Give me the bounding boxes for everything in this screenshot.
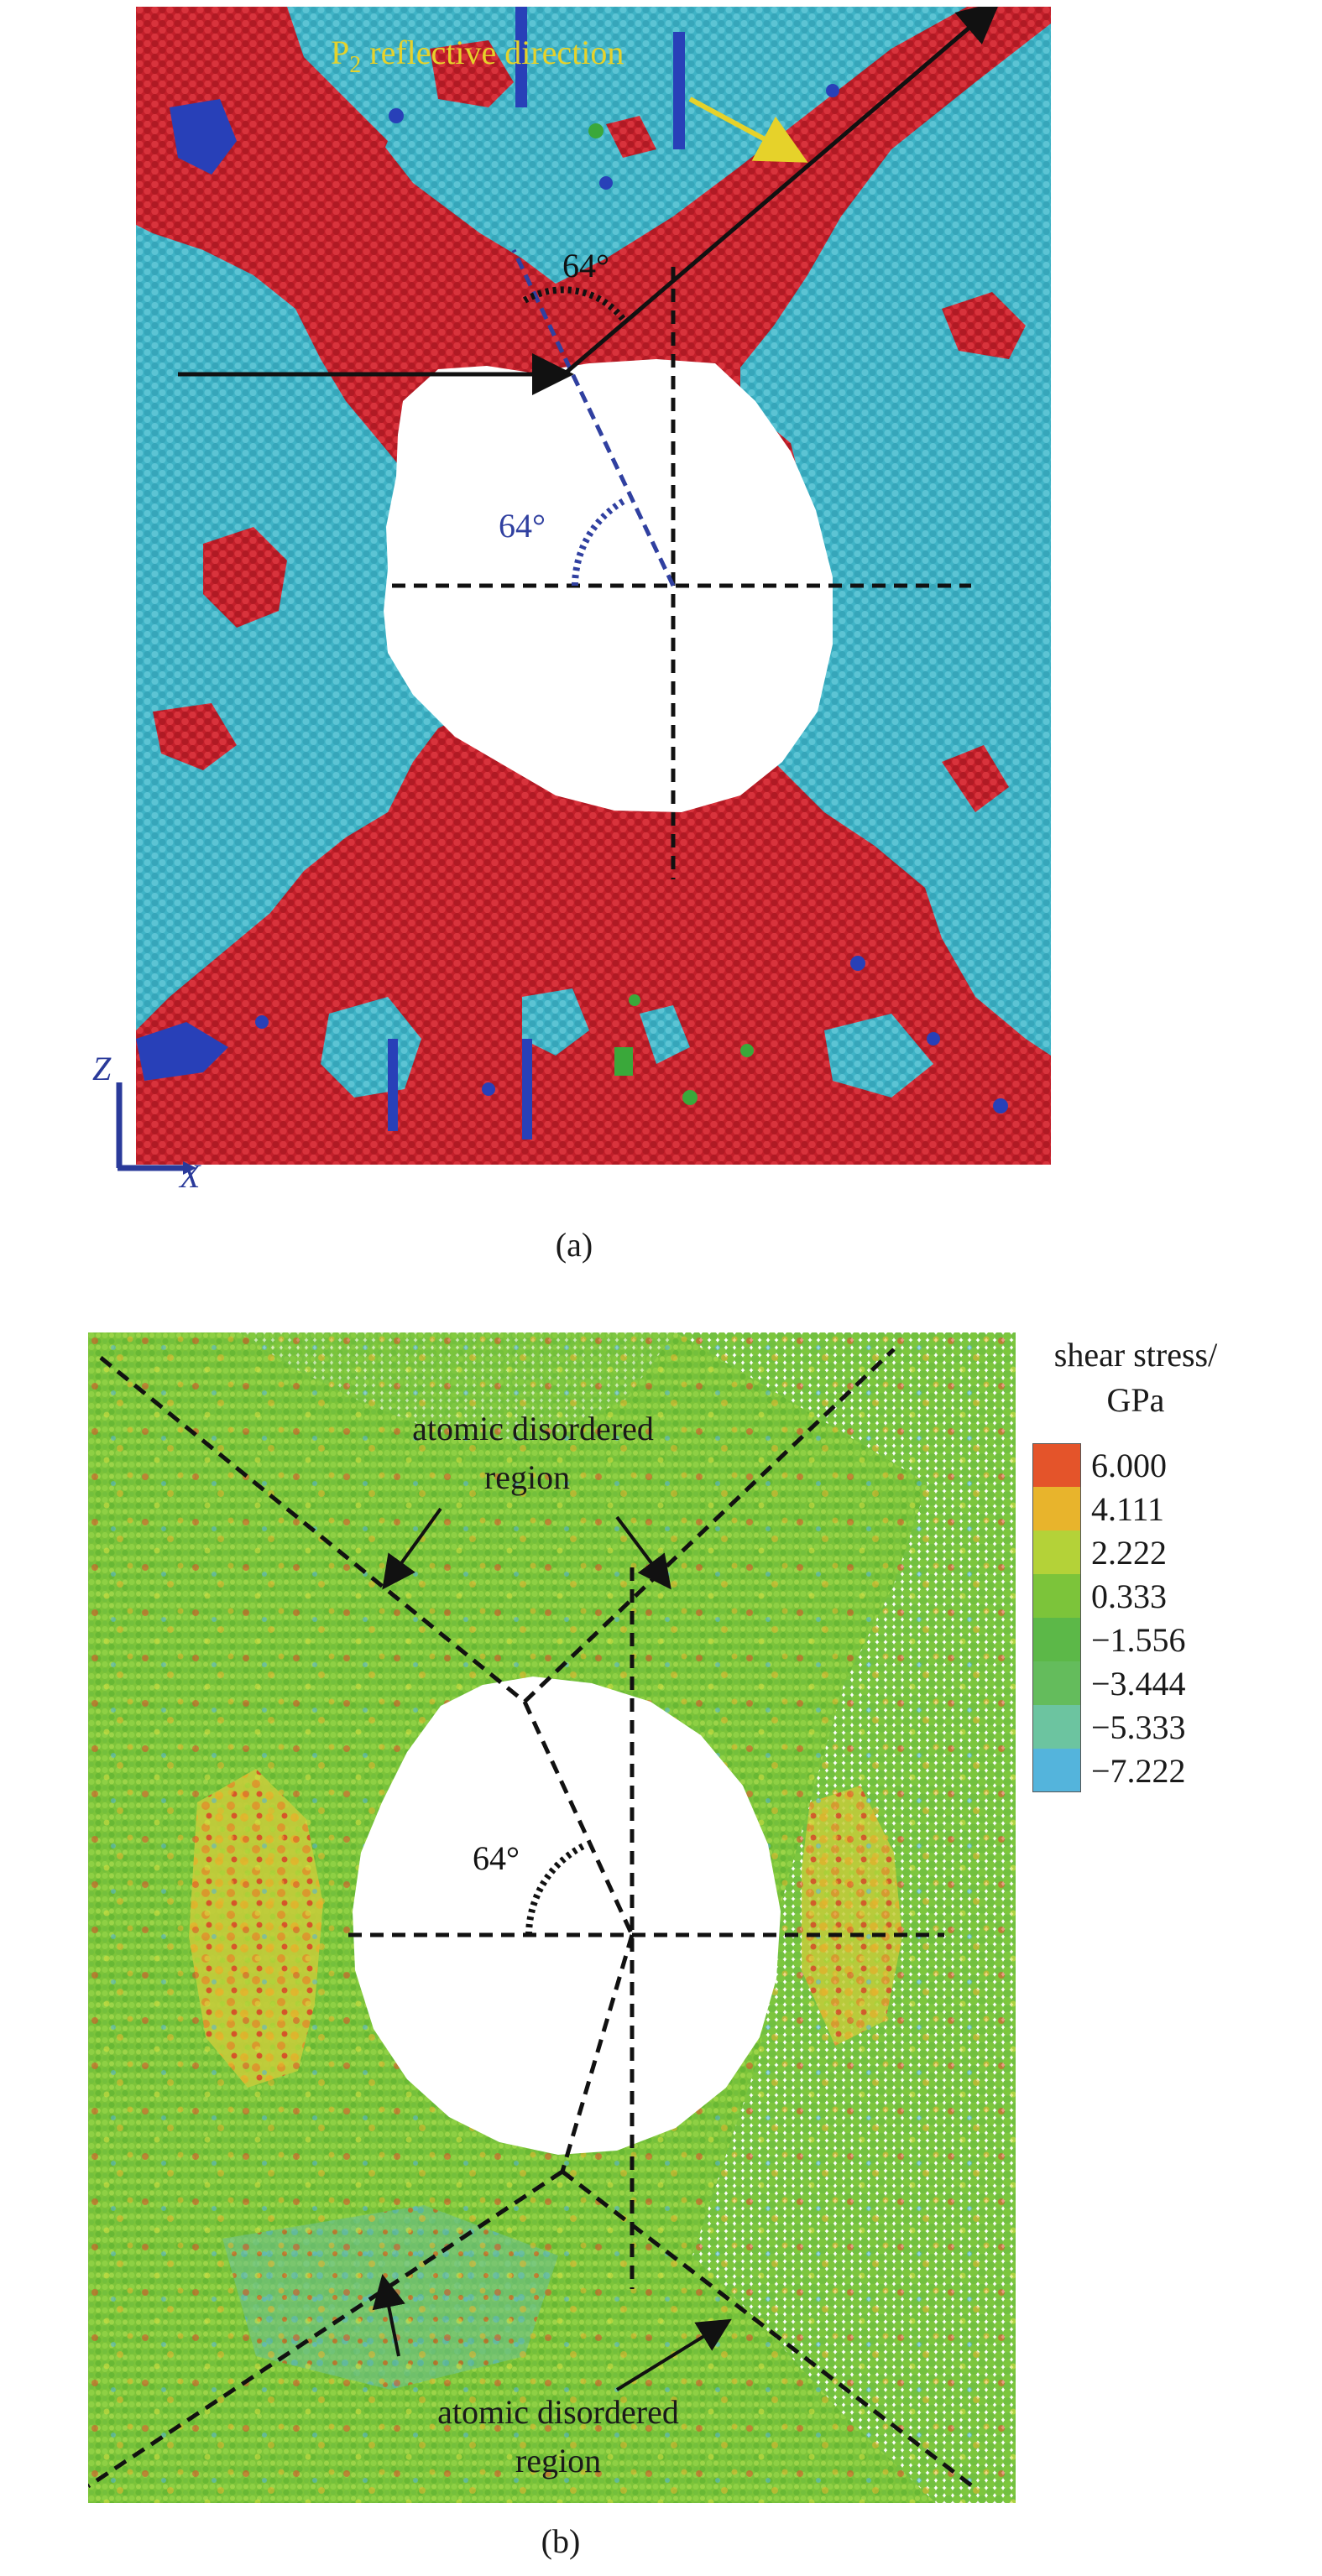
green-defects [588,123,754,1105]
legend-item: 6.000 [1032,1443,1266,1487]
top-angle-arc [522,286,626,321]
legend-title-line1: shear stress/ [1053,1336,1218,1374]
legend-swatch [1032,1618,1081,1661]
legend-items: 6.000 4.111 2.222 0.333 −1.556 −3.444 −5.333 −7… [1032,1443,1266,1792]
legend-value: −7.222 [1091,1751,1186,1790]
legend-item: −7.222 [1032,1749,1266,1792]
legend-item: 4.111 [1032,1487,1266,1530]
arrow-top-left [382,1507,442,1590]
legend-swatch [1032,1705,1081,1749]
axis-triad-icon [116,1082,196,1175]
shear-stress-legend: shear stress/ GPa 6.000 4.111 2.222 0.333 −1… [1014,1332,1266,1792]
reflective-direction-label: P2 reflective direction [331,34,624,78]
caption-b: (b) [541,2522,581,2560]
axis-z-label: Z [92,1050,112,1087]
panel-a-atomic-structure: P2 reflective direction 64° 64° [136,7,1051,1165]
dashed-lines [88,1348,980,2492]
blue-defects [136,7,1008,1139]
legend-value: 6.000 [1091,1446,1167,1484]
inner-angle-arc [572,497,627,587]
legend-value: 0.333 [1091,1577,1167,1615]
annotation-top-line1: atomic disordered [412,1410,654,1447]
arrow-bottom-right [615,2318,732,2391]
legend-title-line2: GPa [1106,1381,1165,1419]
legend-swatch [1032,1487,1081,1530]
panel-b-svg: atomic disordered region 64° atomic diso… [88,1332,1016,2503]
arrow-bottom-left [372,2274,405,2357]
angle-arc [525,1843,585,1936]
inner-angle-label: 64° [499,507,546,545]
arrow-top-right [615,1515,671,1590]
legend-item: 2.222 [1032,1530,1266,1574]
blue-normal-line [511,248,676,587]
legend-value: 2.222 [1091,1533,1167,1572]
panel-b-shear-stress: atomic disordered region 64° atomic diso… [88,1332,1016,2503]
legend-swatch [1032,1574,1081,1618]
annotation-bottom-line1: atomic disordered [437,2393,679,2431]
void-hole [384,359,833,812]
legend-value: −1.556 [1091,1620,1186,1659]
legend-swatch [1032,1443,1081,1487]
legend-swatch [1032,1661,1081,1705]
axis-x-label: X [180,1157,201,1195]
legend-value: −5.333 [1091,1708,1186,1746]
top-angle-label: 64° [562,247,609,284]
void-hole [353,1676,781,2155]
angle-label: 64° [473,1839,520,1877]
panel-a-svg: P2 reflective direction 64° 64° [136,7,1051,1165]
legend-item: −1.556 [1032,1618,1266,1661]
legend-swatch [1032,1530,1081,1574]
annotation-top-line2: region [484,1458,570,1496]
legend-item: −5.333 [1032,1705,1266,1749]
legend-value: −3.444 [1091,1664,1186,1703]
caption-a: (a) [555,1226,593,1264]
legend-item: 0.333 [1032,1574,1266,1618]
legend-value: 4.111 [1091,1489,1165,1528]
yellow-pointer-arrow [688,96,808,163]
dashed-axes [392,267,971,879]
legend-swatch [1032,1749,1081,1792]
annotation-bottom-line2: region [515,2442,601,2480]
legend-item: −3.444 [1032,1661,1266,1705]
reflective-arrow [562,7,1001,376]
